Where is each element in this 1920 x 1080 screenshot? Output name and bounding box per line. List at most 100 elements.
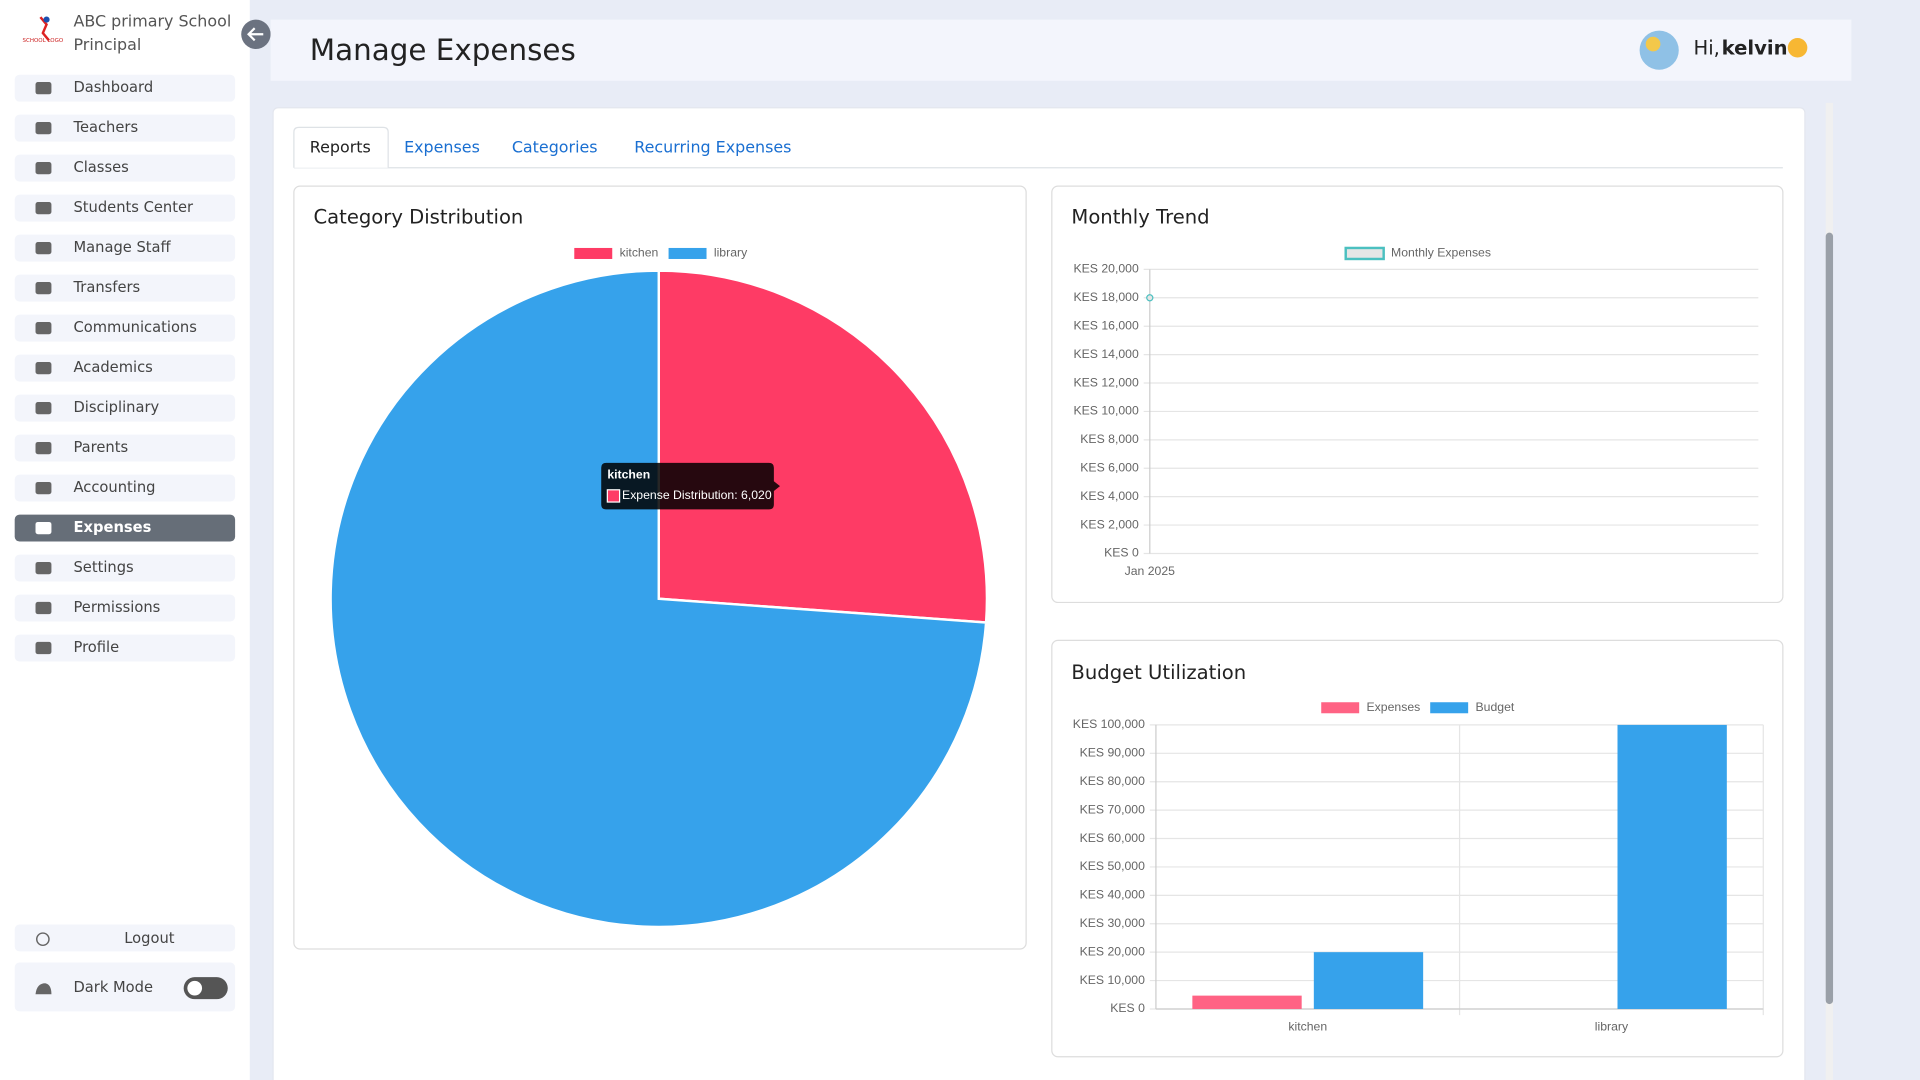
school-name: ABC primary School [73, 12, 231, 31]
menu-item[interactable] [14, 114, 236, 142]
menu-label: Classes [73, 159, 128, 176]
menu: Dashboard Teachers Classes Students Center M… [14, 74, 236, 662]
y-tick-label: KES 20,000 [1073, 262, 1138, 276]
x-tick-label: library [1595, 1020, 1629, 1034]
legend-label: Budget [1476, 700, 1515, 714]
menu-label: Parents [73, 439, 128, 456]
menu-icon [35, 361, 52, 375]
tab[interactable]: Categories [512, 138, 598, 157]
menu-icon [35, 242, 52, 255]
legend-swatch [574, 247, 613, 259]
menu-icon [35, 82, 52, 95]
role: Principal [73, 35, 141, 54]
menu-item[interactable] [14, 514, 236, 542]
tooltip-title: kitchen [607, 467, 650, 481]
dark-mode-row [14, 962, 236, 1012]
menu-icon [35, 561, 52, 575]
collapse-arrow [247, 27, 264, 42]
page-title: Manage Expenses [310, 33, 576, 67]
bar[interactable] [1313, 952, 1424, 1009]
legend-label: Expenses [1367, 700, 1421, 714]
y-tick-label: KES 2,000 [1080, 517, 1139, 531]
x-tick-label: Jan 2025 [1125, 564, 1176, 578]
y-tick-label: KES 70,000 [1080, 802, 1145, 816]
y-tick-label: KES 90,000 [1080, 746, 1145, 760]
menu-label: Settings [73, 559, 133, 576]
tab[interactable]: Expenses [404, 138, 480, 157]
menu-icon [35, 202, 52, 215]
menu-icon [35, 321, 52, 335]
menu-label: Communications [73, 319, 196, 336]
y-tick-label: KES 4,000 [1080, 489, 1139, 503]
menu-label: Manage Staff [73, 239, 171, 256]
menu-icon [35, 441, 52, 455]
line-card [1051, 185, 1784, 604]
header [270, 19, 1852, 81]
menu-item[interactable] [14, 74, 236, 102]
menu-label: Students Center [73, 199, 194, 216]
emoji [1787, 37, 1808, 58]
y-tick-label: KES 0 [1110, 1001, 1145, 1015]
legend-swatch [1430, 702, 1469, 714]
tabs: Reports Expenses Categories Recurring Expen… [310, 138, 792, 157]
pie-slice[interactable] [329, 269, 988, 929]
logo-text: SCHOOL LOGO [22, 38, 63, 44]
legend-label: Monthly Expenses [1391, 246, 1491, 260]
menu-item[interactable] [14, 634, 236, 662]
y-tick-label: KES 14,000 [1073, 347, 1138, 361]
y-tick-label: KES 10,000 [1073, 404, 1138, 418]
bar[interactable] [1192, 995, 1302, 1009]
menu-label: Disciplinary [73, 399, 159, 416]
menu-item[interactable] [14, 394, 236, 422]
avatar-detail [1645, 36, 1661, 52]
pie-slice[interactable] [657, 269, 989, 624]
dark-mode-label: Dark Mode [73, 979, 153, 996]
line-point[interactable] [1146, 294, 1154, 302]
logout-label: Logout [124, 930, 175, 947]
menu-item[interactable] [14, 354, 236, 382]
menu-icon [35, 282, 52, 295]
menu-item[interactable] [14, 474, 236, 502]
menu-item[interactable] [14, 594, 236, 622]
menu-item[interactable] [14, 194, 236, 222]
menu-item[interactable] [14, 274, 236, 302]
menu-item[interactable] [14, 554, 236, 582]
bar[interactable] [1617, 724, 1727, 1009]
y-tick-label: KES 30,000 [1080, 916, 1145, 930]
y-tick-label: KES 100,000 [1073, 717, 1145, 731]
menu-item[interactable] [14, 434, 236, 462]
avatar[interactable] [1639, 30, 1679, 70]
logout-button[interactable] [14, 924, 236, 952]
menu-item[interactable] [14, 234, 236, 262]
menu-item[interactable] [14, 314, 236, 342]
y-tick-label: KES 16,000 [1073, 318, 1138, 332]
menu-label: Expenses [73, 519, 151, 536]
scroll-thumb[interactable] [1825, 232, 1834, 1005]
tooltip-swatch [606, 489, 621, 503]
menu-icon [35, 122, 52, 135]
menu-item[interactable] [14, 154, 236, 182]
y-tick-label: KES 10,000 [1080, 973, 1145, 987]
menu-label: Transfers [72, 279, 140, 296]
menu-icon [35, 481, 52, 495]
menu-label: Profile [73, 639, 119, 656]
y-tick-label: KES 20,000 [1080, 944, 1145, 958]
y-tick-label: KES 8,000 [1080, 432, 1139, 446]
x-tick-label: kitchen [1288, 1020, 1327, 1034]
tab[interactable]: Recurring Expenses [634, 138, 791, 157]
dark-mode-icon [35, 983, 52, 995]
y-tick-label: KES 50,000 [1080, 859, 1145, 873]
logo: SCHOOL LOGO [22, 16, 64, 44]
legend-swatch [668, 247, 707, 259]
legend-label: library [714, 246, 748, 260]
menu-label: Academics [73, 359, 152, 376]
charts: Category Distribution kitchen library kitch… [313, 205, 1764, 1034]
active-tab [293, 126, 389, 168]
greeting: Hi, [1693, 36, 1719, 59]
y-tick-label: KES 80,000 [1080, 774, 1145, 788]
chart-title: Category Distribution [313, 205, 523, 228]
toggle-knob [187, 980, 203, 996]
tab[interactable]: Reports [310, 138, 371, 157]
y-tick-label: KES 40,000 [1080, 888, 1145, 902]
